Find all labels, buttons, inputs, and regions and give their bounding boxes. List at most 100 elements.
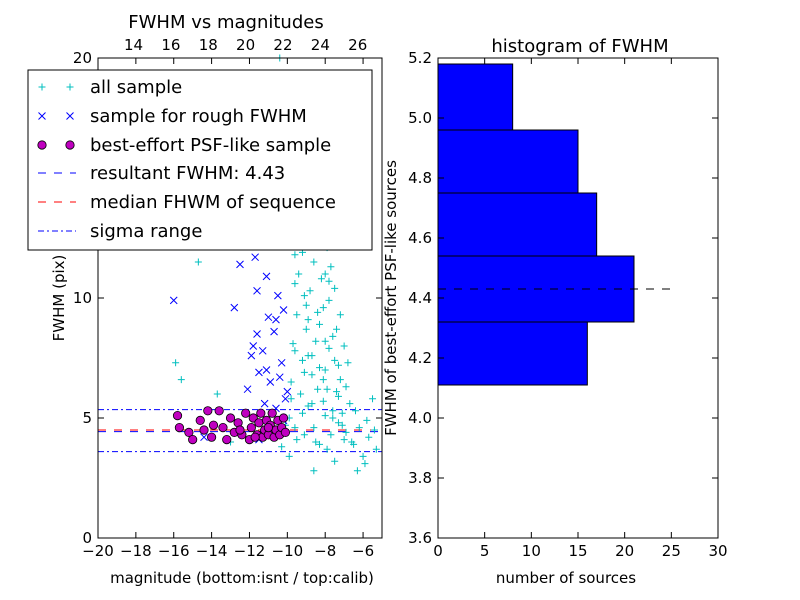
histogram-title: histogram of FWHM — [491, 36, 668, 57]
scatter-point-series-0 — [293, 436, 301, 444]
scatter-point-series-2 — [241, 408, 251, 418]
scatter-point-series-0 — [319, 304, 327, 312]
scatter-point-series-2 — [195, 415, 205, 425]
scatter-point-series-0 — [344, 359, 352, 367]
y-tick-label: 4.6 — [408, 229, 432, 247]
histogram-bar — [437, 192, 598, 257]
scatter-point-series-2 — [278, 413, 289, 423]
scatter-point-series-0 — [172, 359, 180, 367]
scatter-point-series-0 — [321, 412, 329, 420]
scatter-point-series-0 — [351, 407, 359, 415]
scatter-point-series-0 — [342, 383, 350, 391]
scatter-point-series-0 — [316, 320, 324, 328]
scatter-point-series-2 — [208, 420, 219, 430]
scatter-point-series-2 — [172, 410, 183, 421]
histogram-bar — [437, 63, 514, 131]
legend-entry: all sample — [38, 77, 182, 98]
x-tick-label: 15 — [568, 542, 587, 560]
scatter-point-series-0 — [334, 419, 342, 427]
x-tick-label: −16 — [158, 542, 190, 560]
scatter-point-series-1 — [236, 260, 244, 269]
scatter-point-series-1 — [230, 303, 239, 312]
histogram-x-ticks: 0 5 10 15 20 25 30 — [433, 58, 728, 560]
scatter-point-series-0 — [319, 397, 327, 405]
scatter-point-series-0 — [297, 390, 305, 398]
scatter-point-series-0 — [304, 402, 312, 410]
x-tick-label: −12 — [234, 542, 266, 560]
scatter-point-series-0 — [213, 390, 221, 398]
legend-label: resultant FWHM: 4.43 — [90, 163, 285, 184]
scatter-point-series-0 — [325, 296, 333, 304]
x-tick-label: −6 — [352, 542, 374, 560]
scatter-point-series-0 — [295, 270, 303, 278]
scatter-point-series-0 — [285, 452, 293, 460]
scatter-point-series-0 — [308, 352, 316, 360]
scatter-point-series-0 — [329, 332, 337, 340]
scatter-point-series-0 — [327, 431, 335, 439]
y-tick-label: 3.6 — [408, 529, 432, 547]
y-tick-label: 10 — [73, 289, 92, 307]
scatter-point-series-0 — [177, 376, 185, 384]
scatter-point-series-1 — [200, 433, 208, 442]
legend-entry: sample for rough FWHM — [38, 106, 307, 127]
scatter-point-series-0 — [291, 347, 299, 355]
scatter-point-series-0 — [314, 308, 322, 316]
scatter-point-series-0 — [302, 301, 310, 309]
scatter-point-series-0 — [333, 325, 341, 333]
y-tick-label: 4.2 — [408, 349, 432, 367]
scatter-point-series-0 — [312, 438, 320, 446]
scatter-point-series-0 — [325, 344, 333, 352]
scatter-point-series-0 — [321, 337, 329, 345]
scatter-point-series-1 — [277, 358, 286, 367]
scatter-point-series-2 — [280, 427, 291, 437]
scatter-point-series-0 — [300, 431, 308, 439]
legend: all sample sample for rough FWHM best-effo… — [27, 69, 373, 251]
scatter-point-series-1 — [169, 296, 178, 305]
scatter-point-series-0 — [308, 371, 316, 379]
scatter-point-series-0 — [331, 356, 339, 364]
legend-marker — [66, 83, 74, 91]
scatter-point-series-1 — [253, 330, 261, 338]
y-tick-label: 4.0 — [408, 409, 432, 427]
y-tick-label: 20 — [73, 49, 92, 67]
scatter-point-series-0 — [340, 436, 348, 444]
scatter-point-series-1 — [264, 313, 273, 322]
histogram-bars — [437, 63, 635, 386]
y-tick-label: 4.4 — [408, 289, 432, 307]
legend-label: median FHWM of sequence — [90, 192, 336, 213]
legend-marker — [66, 112, 74, 120]
y-tick-label: 5.2 — [408, 49, 432, 67]
scatter-point-series-1 — [279, 306, 288, 314]
scatter-point-series-0 — [300, 292, 308, 300]
scatter-point-series-0 — [302, 325, 310, 333]
scatter-point-series-1 — [272, 315, 280, 324]
legend-label: all sample — [90, 77, 182, 98]
scatter-point-series-1 — [283, 387, 292, 396]
scatter-panel: −20 −18 −16 −14 −12 −10 −8 −6 0 5 10 20 14 16 18 20 22… — [27, 12, 383, 587]
y-tick-label: 3.8 — [408, 469, 432, 487]
scatter-point-series-0 — [287, 378, 295, 386]
scatter-point-series-1 — [249, 342, 258, 350]
legend-marker — [65, 140, 75, 150]
scatter-point-series-0 — [338, 421, 346, 429]
scatter-point-series-0 — [359, 452, 367, 460]
scatter-point-series-1 — [275, 373, 284, 382]
scatter-point-series-0 — [340, 342, 348, 350]
scatter-point-series-0 — [298, 356, 306, 364]
legend-entry: median FHWM of sequence — [38, 192, 336, 213]
scatter-point-series-2 — [250, 432, 260, 442]
histogram-y-ticks: 3.6 3.8 4.0 4.2 4.4 4.6 4.8 5.0 5.2 — [408, 49, 718, 547]
scatter-point-series-0 — [353, 467, 361, 475]
scatter-point-series-0 — [314, 385, 322, 393]
scatter-point-series-0 — [336, 311, 344, 319]
scatter-point-series-0 — [372, 445, 380, 453]
top-x-tick-label: 26 — [348, 36, 367, 54]
x-tick-label: 5 — [480, 542, 490, 560]
top-x-tick-label: 22 — [273, 36, 292, 54]
legend-label: best-effort PSF-like sample — [90, 135, 331, 156]
scatter-point-series-0 — [317, 275, 325, 283]
scatter-point-series-1 — [243, 385, 252, 394]
scatter-point-series-0 — [278, 443, 286, 451]
scatter-point-series-2 — [267, 408, 277, 418]
